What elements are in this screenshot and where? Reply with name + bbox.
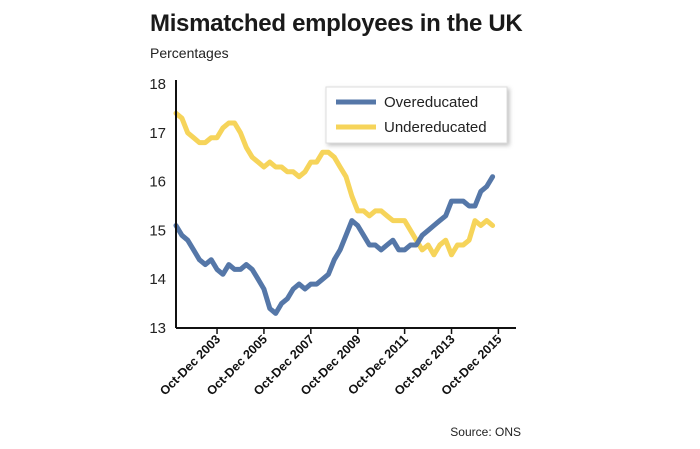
series-lines xyxy=(173,110,496,316)
y-tick-label: 14 xyxy=(149,271,166,288)
legend: Overeducated Undereducated xyxy=(325,86,508,144)
chart-title: Mismatched employees in the UK xyxy=(150,10,523,37)
y-ticks: 13 14 15 16 17 18 xyxy=(149,76,166,337)
series-line-undereducated xyxy=(173,110,496,258)
legend-label-undereducated: Undereducated xyxy=(384,119,487,136)
y-tick-label: 17 xyxy=(149,125,166,142)
chart-subtitle: Percentages xyxy=(150,45,229,61)
y-tick-label: 16 xyxy=(149,174,166,191)
y-tick-label: 18 xyxy=(149,76,166,93)
legend-label-overeducated: Overeducated xyxy=(384,94,478,111)
source-note: Source: ONS xyxy=(450,425,521,439)
y-tick-label: 13 xyxy=(149,320,166,337)
series-line-overeducated xyxy=(173,174,496,316)
y-tick-label: 15 xyxy=(149,222,166,239)
legend-box xyxy=(325,86,508,144)
